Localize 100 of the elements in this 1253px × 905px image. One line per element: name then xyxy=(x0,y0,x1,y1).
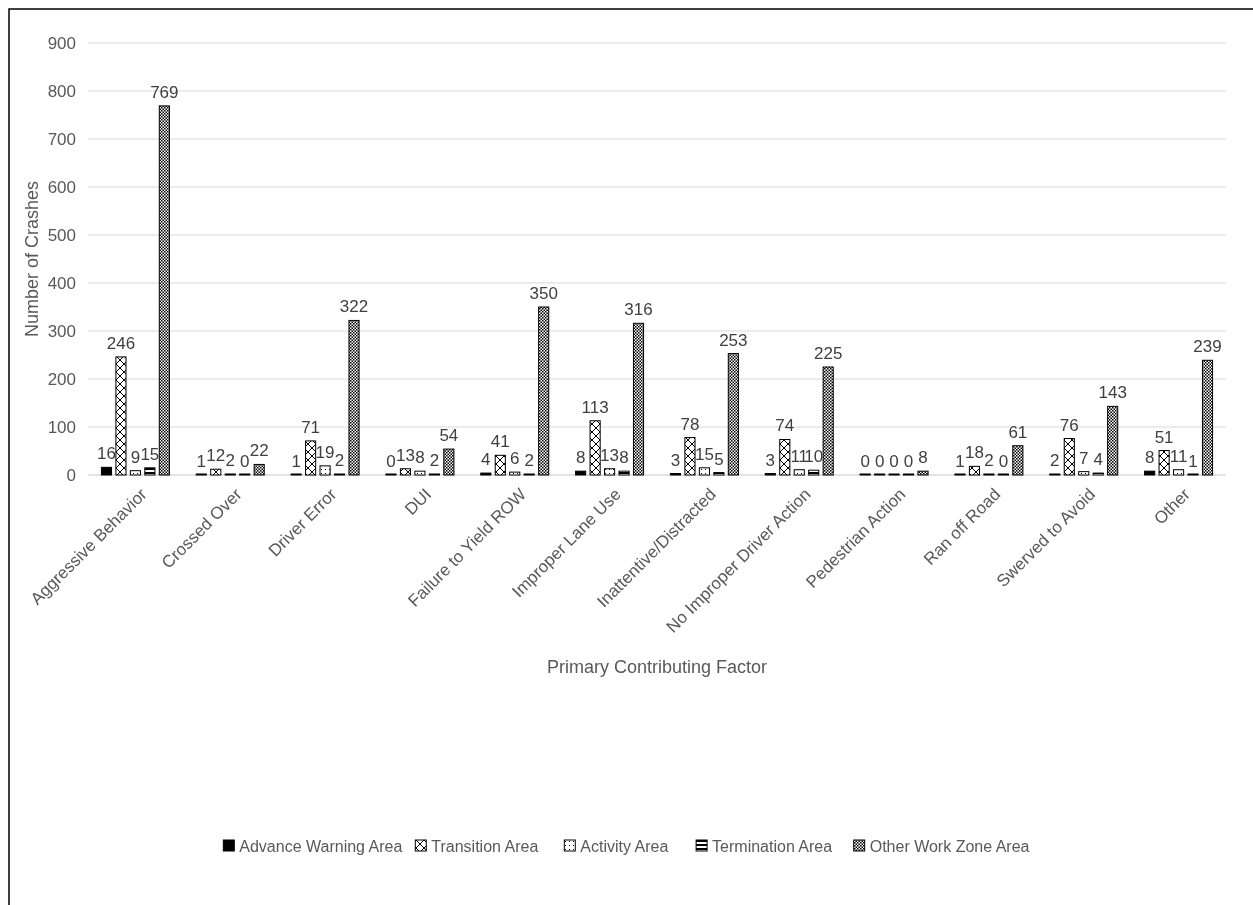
bar xyxy=(968,465,981,476)
bar xyxy=(538,306,550,476)
data-label: 13 xyxy=(600,445,620,465)
data-label: 0 xyxy=(860,452,870,471)
bar xyxy=(618,470,630,476)
bar xyxy=(822,366,834,476)
data-label: 0 xyxy=(239,452,250,471)
data-label: 74 xyxy=(775,416,795,436)
bar xyxy=(158,105,170,476)
bar xyxy=(779,438,791,476)
data-label: 12 xyxy=(206,446,226,466)
bar xyxy=(443,448,455,476)
data-label: 143 xyxy=(1098,383,1127,403)
data-label: 2 xyxy=(429,451,440,471)
data-label: 0 xyxy=(889,452,899,471)
data-label: 13 xyxy=(395,445,415,465)
legend-label: Termination Area xyxy=(712,837,833,855)
y-axis-title: Number of Crashes xyxy=(22,180,42,338)
data-label: 61 xyxy=(1008,422,1028,442)
data-label: 18 xyxy=(964,443,984,463)
y-tick-label: 300 xyxy=(47,321,76,341)
data-label: 2 xyxy=(524,451,534,471)
bar xyxy=(494,454,506,476)
data-label: 2 xyxy=(334,451,345,471)
data-label: 19 xyxy=(315,442,335,462)
data-label: 54 xyxy=(439,426,459,446)
bar xyxy=(589,420,601,476)
bar xyxy=(305,440,317,476)
bar xyxy=(684,437,696,476)
legend-label: Advance Warning Area xyxy=(239,837,403,855)
data-label: 8 xyxy=(575,448,586,468)
data-label: 4 xyxy=(481,450,491,470)
bar xyxy=(1144,470,1156,476)
data-label: 8 xyxy=(415,448,425,468)
data-label: 1 xyxy=(196,451,207,471)
y-tick-label: 600 xyxy=(47,177,76,197)
bar xyxy=(1107,405,1119,476)
data-label: 4 xyxy=(1093,450,1103,470)
data-label: 350 xyxy=(529,284,558,303)
bar xyxy=(698,467,710,476)
legend-label: Transition Area xyxy=(431,837,539,855)
data-label: 9 xyxy=(130,447,141,467)
data-label: 0 xyxy=(386,452,396,471)
bar xyxy=(727,353,739,476)
data-label: 3 xyxy=(670,450,681,470)
data-label: 16 xyxy=(97,444,116,464)
bar xyxy=(1063,438,1075,476)
data-label: 22 xyxy=(249,441,269,461)
bar xyxy=(210,468,222,476)
data-label: 5 xyxy=(714,449,724,469)
bar xyxy=(129,470,141,476)
bar xyxy=(917,470,929,476)
bar xyxy=(115,356,127,476)
data-label: 0 xyxy=(998,452,1009,471)
bar xyxy=(1201,359,1214,476)
bar xyxy=(100,466,113,476)
data-label: 2 xyxy=(225,451,235,471)
y-tick-label: 900 xyxy=(47,33,76,53)
bar xyxy=(1158,450,1170,476)
data-label: 51 xyxy=(1154,427,1174,447)
data-label: 78 xyxy=(680,414,700,434)
bar xyxy=(713,472,725,476)
data-label: 239 xyxy=(1193,337,1222,357)
bar xyxy=(793,469,805,476)
bar xyxy=(1012,445,1024,476)
data-label: 7 xyxy=(1079,448,1089,468)
data-label: 41 xyxy=(490,432,510,452)
y-tick-label: 400 xyxy=(47,273,76,293)
y-tick-label: 500 xyxy=(47,225,76,245)
bar xyxy=(575,470,587,476)
data-label: 6 xyxy=(510,449,520,469)
bar xyxy=(399,468,412,476)
data-label: 0 xyxy=(903,452,914,471)
data-label: 246 xyxy=(106,333,136,353)
data-label: 3 xyxy=(765,450,776,470)
y-tick-label: 0 xyxy=(66,465,76,485)
data-label: 1 xyxy=(1188,451,1198,471)
data-label: 225 xyxy=(813,344,843,363)
data-label: 1 xyxy=(291,451,301,471)
data-label: 113 xyxy=(581,397,609,417)
bar xyxy=(253,463,265,476)
data-label: 15 xyxy=(694,444,714,464)
data-label: 15 xyxy=(140,444,160,464)
y-tick-label: 700 xyxy=(47,129,76,149)
data-label: 253 xyxy=(719,330,748,350)
data-label: 71 xyxy=(301,417,321,437)
data-label: 8 xyxy=(1144,448,1155,468)
data-label: 1 xyxy=(955,451,965,471)
bar xyxy=(808,469,820,476)
bar xyxy=(1173,469,1185,476)
y-tick-label: 100 xyxy=(47,417,76,437)
bar xyxy=(632,322,645,476)
data-label: 8 xyxy=(918,448,928,468)
bar xyxy=(1078,471,1090,476)
bar xyxy=(348,319,360,476)
bar xyxy=(414,470,426,476)
bar xyxy=(604,468,616,476)
data-label: 316 xyxy=(624,300,653,320)
data-label: 322 xyxy=(339,297,369,317)
data-label: 8 xyxy=(619,448,629,468)
